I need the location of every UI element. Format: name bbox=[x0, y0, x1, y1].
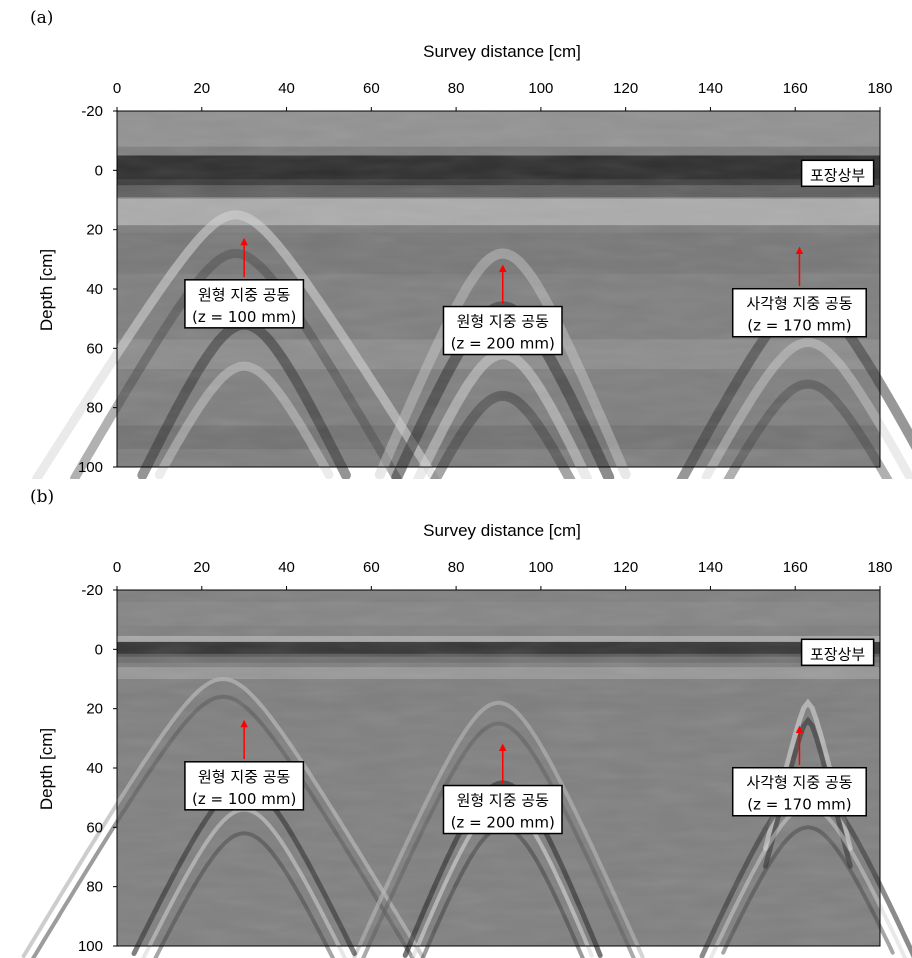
panel-label: (b) bbox=[30, 487, 54, 507]
annotation-box bbox=[731, 766, 867, 817]
x-axis-ticks: 0 20 40 60 80 100 120 140 160 180 bbox=[113, 559, 893, 590]
annotation-text: (z = 170 mm) bbox=[747, 796, 851, 814]
annotation-text: 포장상부 bbox=[810, 645, 865, 663]
annotation-text: (z = 170 mm) bbox=[747, 317, 851, 335]
x-axis-title: Survey distance [cm] bbox=[423, 42, 581, 61]
annotation-box bbox=[731, 287, 867, 338]
y-tick-label: 80 bbox=[86, 879, 103, 896]
annotation-text: (z = 100 mm) bbox=[192, 308, 296, 326]
annotation-text: 원형 지중 공동 bbox=[457, 313, 550, 331]
y-tick-label: 100 bbox=[78, 459, 103, 476]
annotation-box bbox=[442, 784, 563, 835]
y-tick-label: 0 bbox=[95, 641, 103, 658]
x-tick-label: 160 bbox=[783, 80, 808, 97]
x-tick-label: 140 bbox=[698, 559, 723, 576]
x-tick-label: 60 bbox=[363, 559, 380, 576]
annotation-text: (z = 200 mm) bbox=[451, 814, 555, 832]
x-tick-label: 160 bbox=[783, 559, 808, 576]
x-tick-label: 120 bbox=[613, 80, 638, 97]
annotation-text: 사각형 지중 공동 bbox=[746, 774, 852, 792]
y-tick-label: 20 bbox=[86, 701, 103, 718]
x-axis-ticks: 0 20 40 60 80 100 120 140 160 180 bbox=[113, 80, 893, 111]
x-tick-label: 40 bbox=[278, 80, 295, 97]
annotation-text: 원형 지중 공동 bbox=[198, 286, 291, 304]
panel-b: (b) Survey distance [cm] Depth [cm] 0 20 4… bbox=[0, 479, 912, 958]
annotation-text: (z = 200 mm) bbox=[451, 335, 555, 353]
annotation-box bbox=[184, 761, 305, 811]
radargram-b: (b) Survey distance [cm] Depth [cm] 0 20 4… bbox=[21, 487, 912, 958]
y-tick-label: 0 bbox=[95, 162, 103, 179]
y-tick-label: 60 bbox=[86, 819, 103, 836]
x-tick-label: 60 bbox=[363, 80, 380, 97]
x-tick-label: 20 bbox=[193, 559, 210, 576]
x-tick-label: 100 bbox=[528, 80, 553, 97]
x-tick-label: 0 bbox=[113, 559, 121, 576]
y-tick-label: -20 bbox=[81, 582, 103, 599]
annotation-text: 사각형 지중 공동 bbox=[746, 295, 852, 313]
x-tick-label: 40 bbox=[278, 559, 295, 576]
annotation-text: 원형 지중 공동 bbox=[198, 768, 291, 786]
y-tick-label: 20 bbox=[86, 222, 103, 239]
x-tick-label: 100 bbox=[528, 559, 553, 576]
y-axis-ticks: -20 0 20 40 60 80 100 bbox=[78, 582, 117, 955]
x-tick-label: 20 bbox=[193, 80, 210, 97]
x-tick-label: 80 bbox=[448, 80, 465, 97]
annotation-text: (z = 100 mm) bbox=[192, 790, 296, 808]
radargram-a: (a) Survey distance [cm] Depth [cm] 0 20 4… bbox=[30, 8, 912, 479]
x-axis-title: Survey distance [cm] bbox=[423, 521, 581, 540]
x-tick-label: 140 bbox=[698, 80, 723, 97]
annotation-text: 원형 지중 공동 bbox=[457, 792, 550, 810]
x-tick-label: 180 bbox=[867, 559, 892, 576]
y-axis-title: Depth [cm] bbox=[37, 728, 56, 810]
y-tick-label: 60 bbox=[86, 340, 103, 357]
annotation-text: 포장상부 bbox=[810, 166, 865, 184]
y-tick-label: 40 bbox=[86, 281, 103, 298]
y-tick-label: 100 bbox=[78, 938, 103, 955]
annotation-box bbox=[442, 305, 563, 356]
x-tick-label: 120 bbox=[613, 559, 638, 576]
panel-label: (a) bbox=[30, 8, 53, 28]
y-tick-label: 40 bbox=[86, 760, 103, 777]
annotation-box bbox=[800, 159, 875, 188]
annotation-box bbox=[800, 638, 875, 667]
x-tick-label: 180 bbox=[867, 80, 892, 97]
y-tick-label: -20 bbox=[81, 103, 103, 120]
x-tick-label: 0 bbox=[113, 80, 121, 97]
panel-a: (a) Survey distance [cm] Depth [cm] 0 20 4… bbox=[30, 8, 912, 479]
x-tick-label: 80 bbox=[448, 559, 465, 576]
annotation-box bbox=[184, 279, 305, 329]
y-axis-title: Depth [cm] bbox=[37, 249, 56, 331]
y-axis-ticks: -20 0 20 40 60 80 100 bbox=[78, 103, 117, 476]
y-tick-label: 80 bbox=[86, 400, 103, 417]
